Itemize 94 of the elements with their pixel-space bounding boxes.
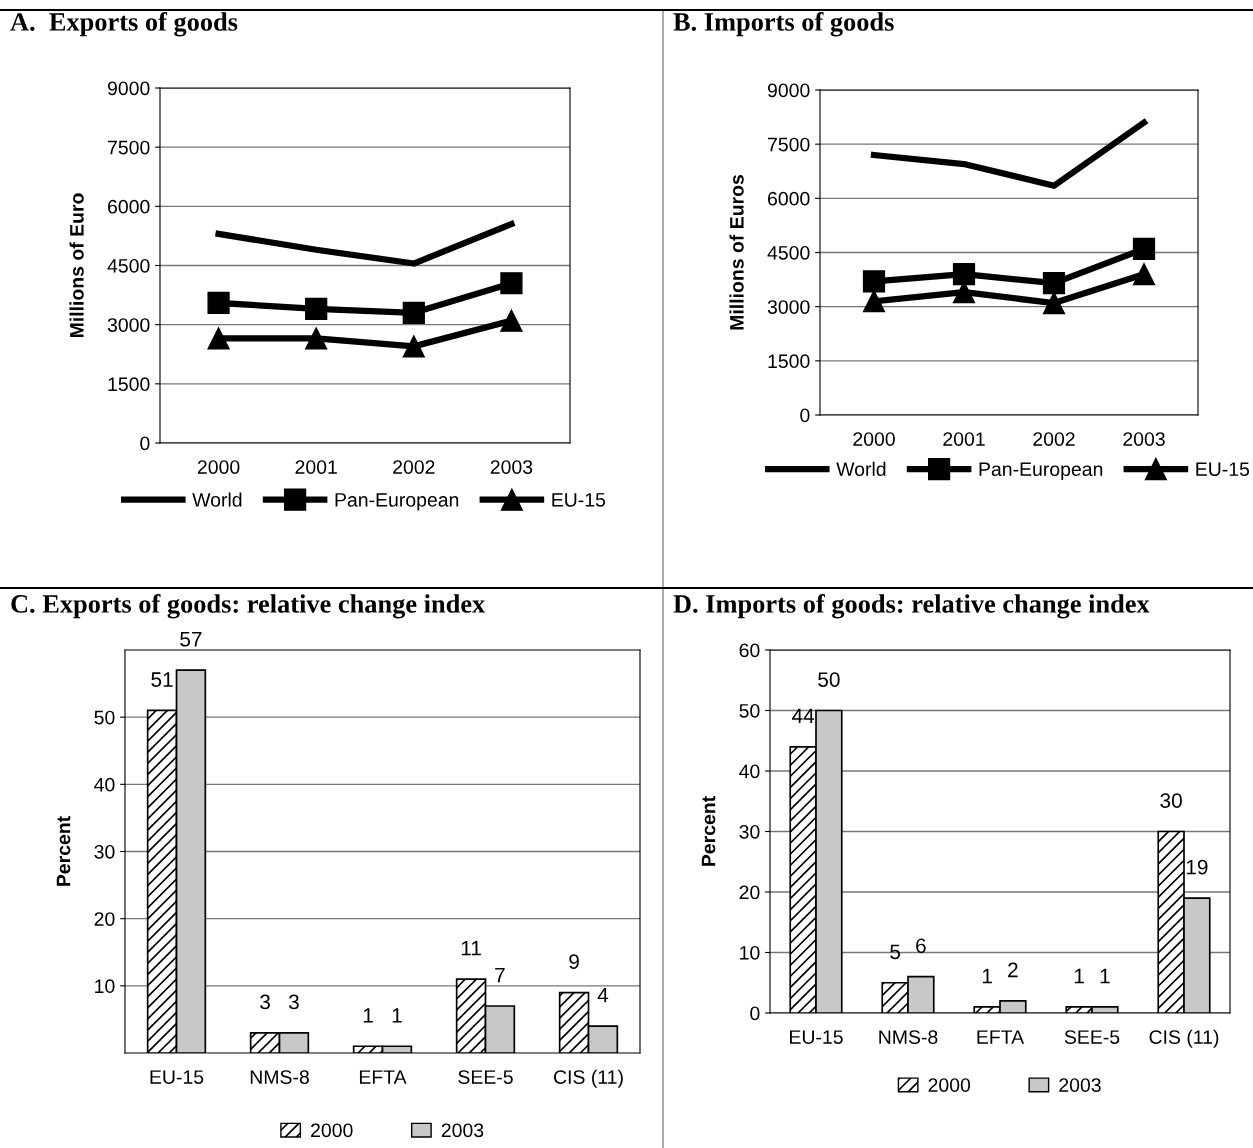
- x-tick-label: 2001: [943, 432, 985, 446]
- point: [207, 327, 230, 350]
- data-label: 6: [916, 938, 926, 954]
- x-tick-label: EU-15: [150, 1070, 204, 1084]
- y-tick-label: 40: [739, 764, 760, 779]
- x-tick-label: SEE-5: [1064, 1030, 1120, 1044]
- point: [305, 327, 328, 350]
- x-tick-label: NMS-8: [250, 1070, 309, 1084]
- y-tick-label: 4500: [107, 258, 150, 273]
- data-label: 11: [461, 941, 481, 956]
- y-tick-label: 60: [739, 643, 760, 658]
- x-tick-label: 2000: [197, 460, 240, 474]
- y-tick-label: 40: [94, 777, 115, 792]
- data-label: 9: [569, 954, 579, 969]
- data-label: 30: [1160, 793, 1182, 808]
- data-label: 1: [1100, 968, 1110, 984]
- legend-label: EU-15: [552, 493, 606, 507]
- y-axis-title: Percent: [56, 816, 71, 886]
- data-label: 3: [260, 994, 270, 1010]
- point: [952, 263, 976, 286]
- y-tick-label: 50: [739, 703, 760, 718]
- data-label: 50: [818, 672, 840, 687]
- y-tick-label: 1500: [108, 377, 150, 392]
- y-tick-label: 0: [750, 1006, 760, 1021]
- x-tick-label: CIS (11): [1149, 1029, 1219, 1048]
- y-tick-label: 3000: [107, 318, 150, 332]
- y-axis-title: Millions of Euros: [729, 174, 744, 330]
- point: [1042, 291, 1066, 315]
- y-tick-label: 0: [140, 436, 150, 451]
- y-tick-label: 20: [739, 885, 760, 900]
- x-tick-label: 2000: [853, 432, 895, 446]
- data-label: 19: [1186, 859, 1208, 875]
- data-label: 1: [1074, 968, 1084, 984]
- point: [500, 309, 523, 332]
- point: [207, 291, 230, 315]
- data-label: 3: [288, 994, 299, 1010]
- y-tick-label: 50: [94, 710, 115, 725]
- point: [500, 272, 523, 295]
- x-tick-label: CIS (11): [554, 1069, 623, 1088]
- data-label: 5: [890, 944, 901, 960]
- chart-title: B. Imports of goods: [673, 12, 894, 37]
- y-tick-label: 6000: [108, 199, 150, 214]
- x-tick-label: EU-15: [790, 1030, 843, 1044]
- legend-label: 2000: [311, 1123, 353, 1138]
- x-tick-label: NMS-8: [879, 1030, 938, 1044]
- point: [305, 297, 328, 321]
- legend-label: 2003: [441, 1123, 484, 1138]
- y-tick-label: 10: [740, 945, 760, 960]
- y-tick-label: 30: [94, 844, 115, 859]
- y-axis-title: Millions of Euro: [69, 193, 84, 338]
- y-tick-label: 20: [94, 912, 115, 926]
- data-label: 1: [363, 1008, 373, 1023]
- y-tick-label: 9000: [767, 83, 810, 98]
- legend-label: Pan-European: [979, 462, 1103, 480]
- x-tick-label: 2002: [1033, 432, 1075, 446]
- x-tick-label: EFTA: [977, 1030, 1025, 1044]
- y-axis-title: Percent: [701, 796, 716, 866]
- y-tick-label: 30: [739, 824, 760, 839]
- data-label: 1: [392, 1008, 402, 1023]
- data-label: 1: [982, 968, 992, 984]
- chart-title: A. Exports of goods: [10, 12, 238, 37]
- chart-title: D. Imports of goods: relative change index: [673, 594, 1150, 619]
- point: [862, 290, 886, 313]
- y-tick-label: 6000: [768, 191, 810, 206]
- y-tick-label: 1500: [768, 354, 810, 369]
- point: [1132, 263, 1156, 286]
- y-tick-label: 3000: [767, 300, 810, 314]
- data-label: 7: [495, 967, 505, 983]
- y-tick-label: 7500: [768, 137, 810, 152]
- x-tick-label: EFTA: [359, 1070, 407, 1084]
- data-label: 57: [180, 632, 202, 647]
- legend-label: World: [836, 461, 886, 477]
- data-label: 51: [151, 672, 173, 687]
- legend-label: Pan-European: [335, 493, 459, 511]
- x-tick-label: 2001: [295, 460, 337, 474]
- point: [862, 270, 886, 293]
- y-tick-label: 4500: [767, 245, 810, 260]
- legend-label: World: [192, 492, 242, 507]
- y-tick-label: 9000: [107, 81, 150, 96]
- point: [402, 301, 425, 324]
- x-tick-label: SEE-5: [458, 1070, 513, 1084]
- x-tick-label: 2003: [490, 460, 533, 474]
- data-label: 2: [1008, 962, 1018, 978]
- data-label: 44: [792, 708, 815, 724]
- point: [1042, 272, 1066, 295]
- point: [402, 335, 425, 358]
- y-tick-label: 0: [800, 408, 810, 423]
- y-tick-label: 7500: [108, 140, 150, 155]
- chart-title: C. Exports of goods: relative change index: [11, 594, 486, 619]
- x-tick-label: 2003: [1123, 432, 1165, 446]
- y-tick-label: 10: [95, 979, 115, 994]
- x-tick-label: 2002: [393, 460, 435, 474]
- point: [1132, 237, 1156, 261]
- data-label: 4: [597, 988, 609, 1003]
